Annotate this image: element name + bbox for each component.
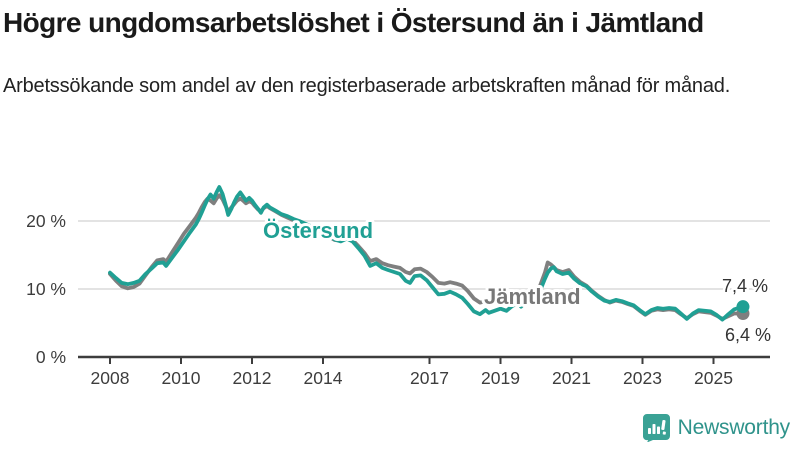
page-subtitle: Arbetssökande som andel av den registerb… (3, 75, 731, 97)
newsworthy-logo-icon (642, 414, 670, 442)
x-tick-label-2008: 2008 (91, 368, 130, 388)
x-axis: 2008 2010 2012 2014 2017 2019 2021 2023 2025 (78, 355, 770, 388)
series-label-jämtland: Jämtland (484, 284, 581, 309)
page-title: Högre ungdomsarbetslöshet i Östersund än… (3, 7, 704, 38)
x-tick-label-2014: 2014 (304, 368, 343, 388)
line-östersund (108, 185, 745, 322)
x-tick-label-2017: 2017 (410, 368, 449, 388)
newsworthy-logo-text: Newsworthy (677, 416, 791, 439)
x-tick-label-2010: 2010 (162, 368, 201, 388)
line-jämtland (108, 193, 745, 321)
series-labels: Jämtland Östersund 7,4 % 6,4 % (260, 215, 774, 348)
y-tick-label-10: 10 % (26, 279, 66, 299)
newsworthy-logo: Newsworthy (642, 414, 791, 442)
series-lines (108, 185, 750, 322)
x-tick-label-2023: 2023 (623, 368, 662, 388)
end-dot-östersund (736, 300, 750, 314)
x-tick-label-2019: 2019 (481, 368, 520, 388)
x-tick-label-2021: 2021 (552, 368, 591, 388)
x-tick-label-2025: 2025 (694, 368, 733, 388)
end-value-label-1: 6,4 % (725, 325, 771, 345)
y-tick-label-20: 20 % (26, 211, 66, 231)
y-axis-labels: 0 % 10 % 20 % (26, 211, 66, 367)
end-value-label-0: 7,4 % (722, 276, 768, 296)
series-label-östersund: Östersund (263, 218, 373, 243)
y-tick-label-0: 0 % (36, 347, 66, 367)
x-tick-label-2012: 2012 (233, 368, 272, 388)
